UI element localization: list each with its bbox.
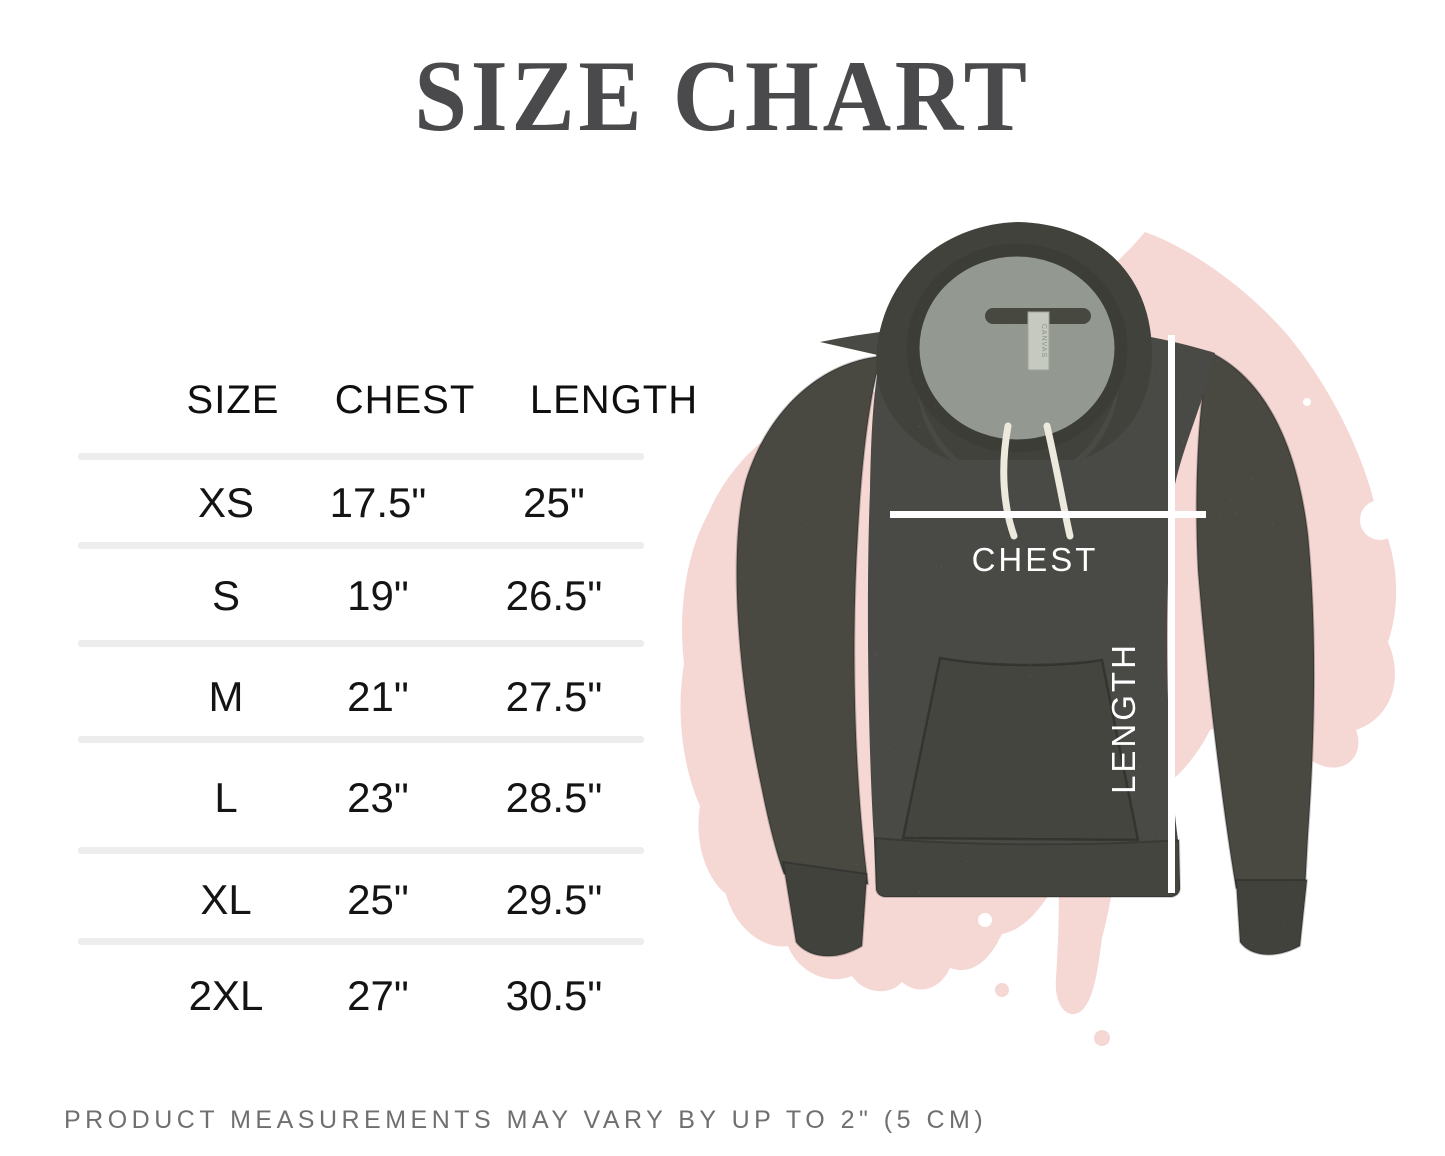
table-row: L 23" 28.5" [78,770,644,826]
length-label: LENGTH [1105,642,1142,794]
chest-label: CHEST [971,541,1099,578]
table-row: M 21" 27.5" [78,669,644,725]
size-cell: M [208,673,244,720]
header-chest: CHEST [334,378,476,422]
chest-cell: 25" [347,876,409,923]
right-sleeve [1195,350,1316,892]
svg-text:CANVAS: CANVAS [1040,324,1047,358]
length-cell: 30.5" [505,972,603,1019]
kangaroo-pocket [901,656,1140,842]
length-cell: 25" [523,479,585,526]
size-cell: L [214,774,238,821]
chest-cell: 23" [347,774,409,821]
length-cell: 27.5" [505,673,603,720]
drawstrings [1000,422,1074,540]
row-divider [78,938,644,945]
table-row: S 19" 26.5" [78,568,644,624]
footnote: PRODUCT MEASUREMENTS MAY VARY BY UP TO 2… [64,1106,988,1134]
length-cell: 28.5" [505,774,603,821]
size-cell: 2XL [188,972,264,1019]
right-cuff [1234,879,1309,956]
row-divider [78,542,644,549]
hood-lining [918,255,1116,441]
hood-rim [906,243,1128,453]
left-sleeve [735,354,884,886]
row-divider [78,453,644,460]
table-header-row: SIZE CHEST LENGTH [78,372,698,428]
page-title: SIZE CHART [414,40,1031,153]
hoodie-photo: CANVAS [680,222,1400,1046]
table-row: 2XL 27" 30.5" [78,968,644,1024]
size-cell: XS [197,479,255,526]
row-divider [78,640,644,647]
length-measure-line [1168,335,1175,893]
table-row: XL 25" 29.5" [78,872,644,928]
left-cuff [781,860,869,958]
table-row: XS 17.5" 25" [78,475,644,531]
header-length: LENGTH [529,378,699,422]
chest-measure-line [890,511,1206,518]
length-cell: 29.5" [505,876,603,923]
chest-cell: 19" [347,572,409,619]
hem-band [873,836,1182,898]
header-size: SIZE [186,378,280,422]
chest-cell: 27" [347,972,409,1019]
chest-cell: 17.5" [329,479,427,526]
length-cell: 26.5" [505,572,603,619]
neck-tag: CANVAS [1027,311,1050,371]
row-divider [78,736,644,743]
size-cell: XL [200,876,252,923]
row-divider [78,847,644,854]
size-cell: S [211,572,241,619]
chest-cell: 21" [347,673,409,720]
